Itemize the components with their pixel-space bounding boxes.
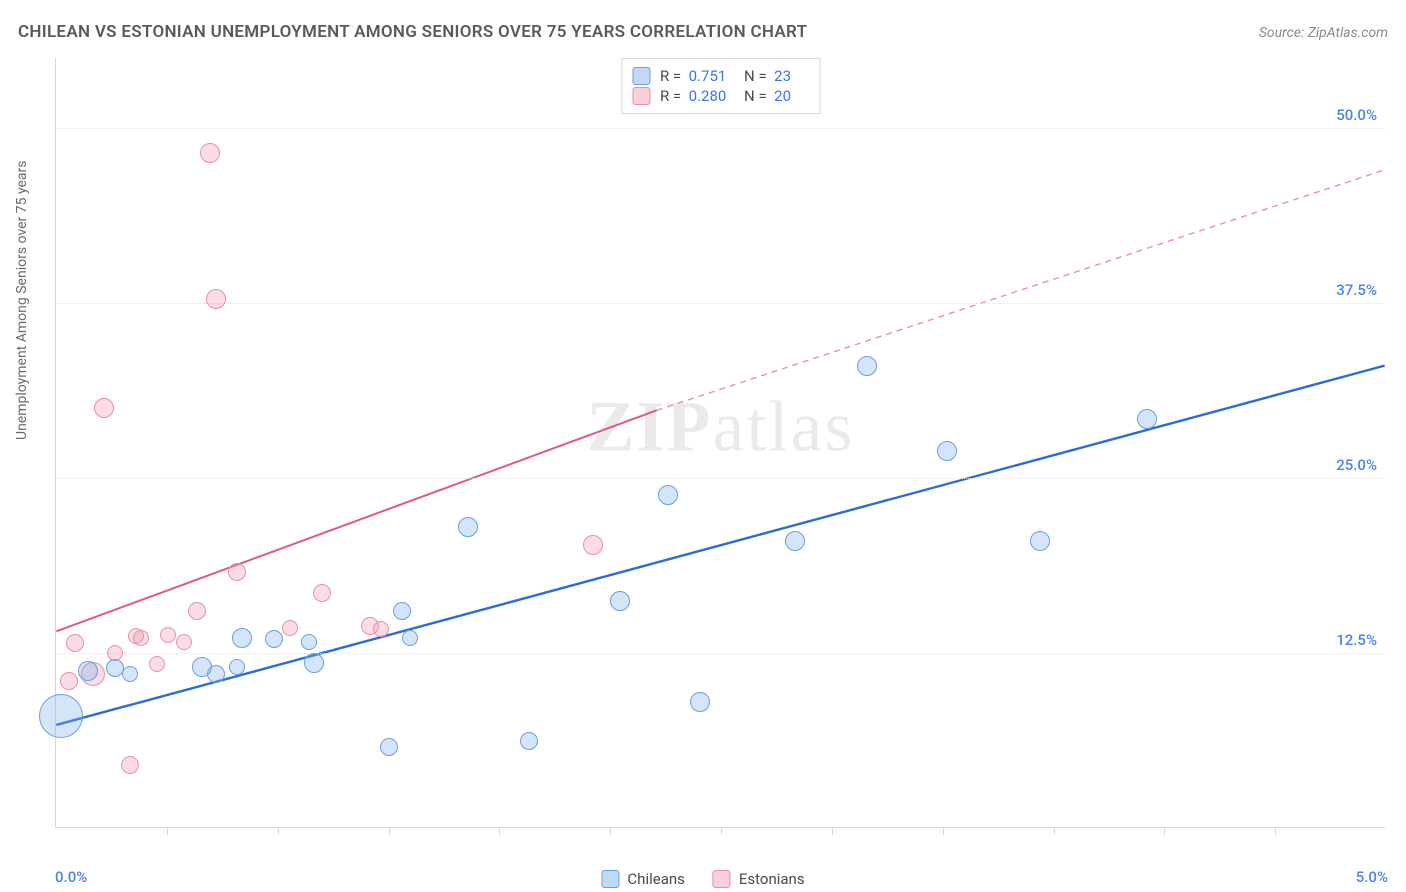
y-axis-tick-label: 12.5% <box>1336 631 1377 649</box>
x-axis-tick <box>943 827 944 835</box>
data-point-chilean <box>265 630 283 648</box>
data-point-chilean <box>520 732 538 750</box>
data-point-chilean <box>402 630 418 646</box>
data-point-estonian <box>160 627 176 643</box>
x-axis-tick <box>610 827 611 835</box>
legend-item-estonians: Estonians <box>713 870 805 888</box>
watermark: ZIPatlas <box>587 386 855 469</box>
data-point-estonian <box>313 584 331 602</box>
x-axis-min-label: 0.0% <box>55 868 87 886</box>
data-point-estonian <box>66 634 84 652</box>
x-axis-tick <box>721 827 722 835</box>
legend-swatch-blue-icon <box>601 870 619 888</box>
legend-label: Chileans <box>627 870 684 888</box>
data-point-chilean <box>785 531 805 551</box>
y-axis-tick-label: 50.0% <box>1336 106 1377 124</box>
y-axis-label: Unemployment Among Seniors over 75 years <box>14 161 30 441</box>
data-point-estonian <box>60 672 78 690</box>
legend-item-chileans: Chileans <box>601 870 684 888</box>
gridline <box>56 128 1385 129</box>
y-axis-tick-label: 25.0% <box>1336 456 1377 474</box>
x-axis-tick <box>1054 827 1055 835</box>
data-point-estonian <box>228 563 246 581</box>
legend-stats-row: R = 0.751 N = 23 <box>632 67 805 85</box>
x-axis-tick <box>1164 827 1165 835</box>
data-point-estonian <box>583 535 603 555</box>
gridline <box>56 653 1385 654</box>
data-point-chilean <box>857 356 877 376</box>
x-axis-max-label: 5.0% <box>1356 868 1388 886</box>
x-axis-tick <box>278 827 279 835</box>
scatter-plot: ZIPatlas R = 0.751 N = 23 R = 0.280 N = 2… <box>55 58 1385 828</box>
data-point-estonian <box>94 398 114 418</box>
data-point-chilean <box>207 665 225 683</box>
correlation-legend: R = 0.751 N = 23 R = 0.280 N = 20 <box>621 58 820 114</box>
trend-lines <box>56 58 1385 827</box>
data-point-chilean <box>39 694 83 738</box>
data-point-estonian <box>149 656 165 672</box>
legend-stats-row: R = 0.280 N = 20 <box>632 87 805 105</box>
data-point-estonian <box>121 756 139 774</box>
x-axis-tick <box>167 827 168 835</box>
data-point-chilean <box>458 517 478 537</box>
x-axis-tick <box>389 827 390 835</box>
source-label: Source: ZipAtlas.com <box>1259 25 1388 41</box>
data-point-chilean <box>106 659 124 677</box>
data-point-estonian <box>282 620 298 636</box>
data-point-chilean <box>229 659 245 675</box>
y-axis-tick-label: 37.5% <box>1336 281 1377 299</box>
x-axis-tick <box>1275 827 1276 835</box>
data-point-chilean <box>1030 531 1050 551</box>
data-point-estonian <box>373 621 389 637</box>
data-point-estonian <box>188 602 206 620</box>
data-point-chilean <box>301 634 317 650</box>
data-point-estonian <box>133 630 149 646</box>
gridline <box>56 303 1385 304</box>
data-point-chilean <box>393 602 411 620</box>
chart-title: CHILEAN VS ESTONIAN UNEMPLOYMENT AMONG S… <box>18 22 807 42</box>
data-point-chilean <box>304 653 324 673</box>
data-point-chilean <box>78 661 98 681</box>
data-point-estonian <box>206 289 226 309</box>
data-point-chilean <box>937 441 957 461</box>
legend-swatch-blue <box>632 67 650 85</box>
data-point-estonian <box>176 634 192 650</box>
legend-swatch-pink <box>632 87 650 105</box>
data-point-chilean <box>122 666 138 682</box>
data-point-chilean <box>380 738 398 756</box>
x-axis-tick <box>499 827 500 835</box>
data-point-chilean <box>232 628 252 648</box>
data-point-chilean <box>658 485 678 505</box>
gridline <box>56 478 1385 479</box>
data-point-chilean <box>690 692 710 712</box>
data-point-chilean <box>610 591 630 611</box>
data-point-estonian <box>200 143 220 163</box>
legend-label: Estonians <box>739 870 805 888</box>
legend-swatch-pink-icon <box>713 870 731 888</box>
x-axis-tick <box>832 827 833 835</box>
series-legend: Chileans Estonians <box>601 870 804 888</box>
data-point-chilean <box>1137 409 1157 429</box>
